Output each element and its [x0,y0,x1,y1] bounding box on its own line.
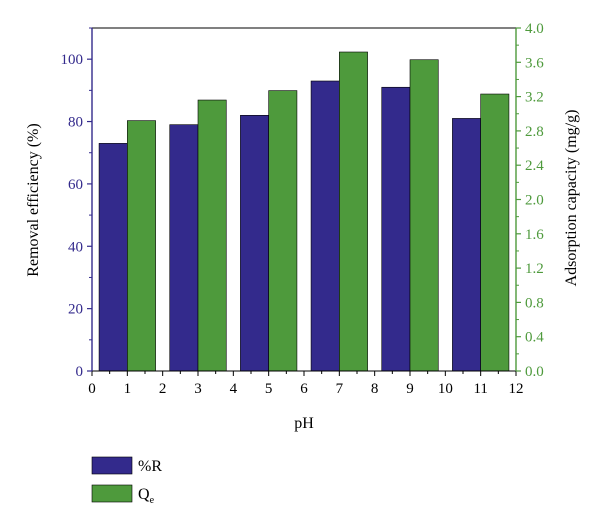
bar-removal-ph-7 [310,80,340,372]
x-tick-label: 0 [88,381,96,397]
y2-tick-label: 0.0 [525,364,544,380]
legend-swatch-capacity [91,484,133,503]
x-axis-title: pH [294,415,314,432]
y-tick-label: 20 [68,302,83,318]
legend-label-removal: %R [138,458,162,475]
x-tick-label: 7 [336,381,344,397]
legend-label-capacity: Qe [138,486,155,506]
y-tick-label: 100 [61,52,84,68]
x-tick-label: 12 [509,381,524,397]
bar-removal-ph-3 [169,124,199,372]
y-tick-label: 60 [68,177,83,193]
y-tick-label: 80 [68,115,83,131]
bar-removal-ph-11 [452,118,481,372]
legend: %R Qe [91,456,162,506]
y2-tick-label: 3.2 [525,90,544,106]
x-tick-label: 5 [265,381,273,397]
x-tick-label: 6 [300,381,308,397]
x-tick-label: 4 [230,381,238,397]
y2-tick-label: 2.4 [525,158,544,174]
y2-tick-label: 1.6 [525,227,544,243]
bar-capacity-ph-1 [127,120,156,372]
y2-tick-label: 2.8 [525,124,544,140]
x-tick-label: 10 [438,381,453,397]
x-tick-label: 8 [371,381,379,397]
y2-tick-label: 2.0 [525,193,544,209]
bar-removal-ph-9 [381,86,411,372]
legend-swatch-removal [91,456,133,475]
bar-removal-ph-5 [240,115,269,372]
bar-capacity-ph-3 [197,99,227,372]
bar-removal-ph-1 [98,143,128,372]
y2-tick-label: 3.6 [525,55,544,71]
bar-capacity-ph-11 [480,93,510,372]
y2-tick-label: 1.2 [525,261,544,277]
y2-tick-label: 4.0 [525,21,544,37]
x-tick-label: 11 [473,381,487,397]
y2-axis-title: Adsorption capacity (mg/g) [563,110,580,287]
y-tick-label: 40 [68,239,83,255]
x-tick-label: 2 [159,381,167,397]
x-tick-label: 9 [406,381,414,397]
bar-capacity-ph-9 [409,59,439,372]
y2-tick-label: 0.4 [525,330,544,346]
y2-tick-label: 0.8 [525,295,544,311]
y-tick-label: 0 [76,364,84,380]
bar-capacity-ph-7 [339,51,368,372]
bar-capacity-ph-5 [268,90,298,372]
axes-layer: 0 1 2 3 4 5 6 7 8 9 10 11 120204060801000.00.40.81.2… [61,21,545,397]
bars-layer [98,51,510,372]
x-tick-label: 3 [194,381,202,397]
y-axis-title: Removal efficiency (%) [25,123,42,276]
x-tick-label: 1 [124,381,132,397]
